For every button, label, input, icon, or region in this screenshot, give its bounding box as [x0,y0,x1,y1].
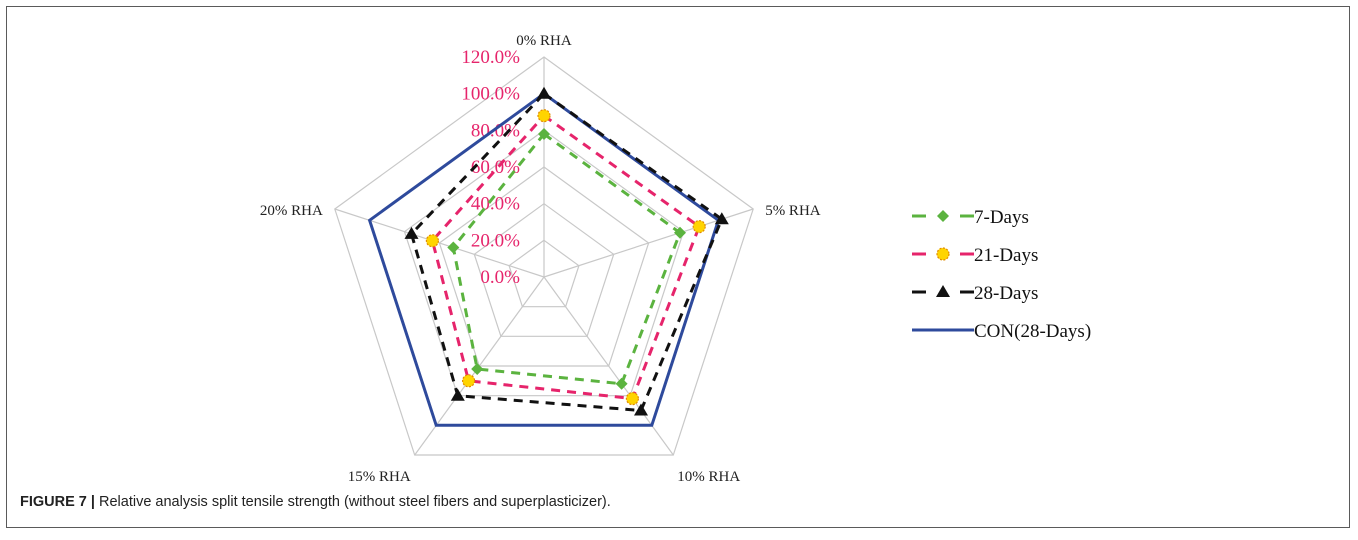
category-label: 5% RHA [765,203,821,219]
legend-label: 21-Days [974,245,1038,266]
series-line [367,91,721,427]
radar-series [367,86,729,427]
data-point-marker [537,109,551,123]
legend-item: 21-Days [912,245,1038,266]
axis-tick-label: 60.0% [471,157,520,178]
axis-tick-label: 100.0% [461,84,520,105]
category-label: 15% RHA [348,469,411,485]
data-point-marker [462,374,476,388]
data-point-marker [537,86,551,99]
data-point-marker [615,377,628,390]
data-point-marker [674,226,686,239]
grid-ring [438,166,650,367]
series-line [451,131,682,386]
grid-ring [334,56,754,456]
figure-caption: FIGURE 7 | Relative analysis split tensi… [20,494,1330,510]
data-point-marker [692,220,706,234]
data-point-marker [625,392,640,406]
axis-tick-label: 120.0% [461,47,520,68]
series-28-days [404,86,729,416]
caption-figure-label: FIGURE 7 | [20,494,95,510]
axis-tick-label: 0.0% [480,267,520,288]
category-label: 0% RHA [516,33,572,49]
legend-swatch-marker [937,210,949,222]
legend-label: 28-Days [974,283,1038,304]
radar-axis-ticks: 0.0%20.0%40.0%60.0%80.0%100.0%120.0% [461,47,520,288]
legend-item: CON(28-Days) [912,321,1091,342]
caption-text: Relative analysis split tensile strength… [94,494,611,510]
category-label: 10% RHA [677,469,740,485]
legend-item: 7-Days [912,207,1029,228]
axis-tick-label: 80.0% [471,120,520,141]
grid-ring [473,202,615,337]
axis-tick-label: 20.0% [471,230,520,251]
category-label: 20% RHA [260,203,323,219]
data-point-marker [425,234,439,248]
data-point-marker [538,128,550,140]
grid-ring [508,239,580,308]
data-point-marker [471,363,484,375]
data-point-marker [450,388,465,401]
series-line [430,113,702,401]
data-point-marker [447,241,460,254]
series-line [409,91,724,413]
legend-label: 7-Days [974,207,1029,228]
data-point-marker [404,226,419,239]
series-21-days [425,109,706,406]
radar-category-labels: 0% RHA 5% RHA 10% RHA 15% RHA 20% RHA [260,33,821,485]
legend-swatch-marker [936,247,950,261]
legend-label: CON(28-Days) [974,321,1091,342]
series-con-28-days [367,91,721,427]
legend-item: 28-Days [912,283,1038,304]
data-point-marker [634,403,648,416]
series-7-days [447,128,686,390]
chart-legend: 7-Days 21-Days 28-Days CON(28-Days) [912,207,1091,342]
legend-swatch-marker [936,285,950,297]
data-point-marker [714,212,729,225]
